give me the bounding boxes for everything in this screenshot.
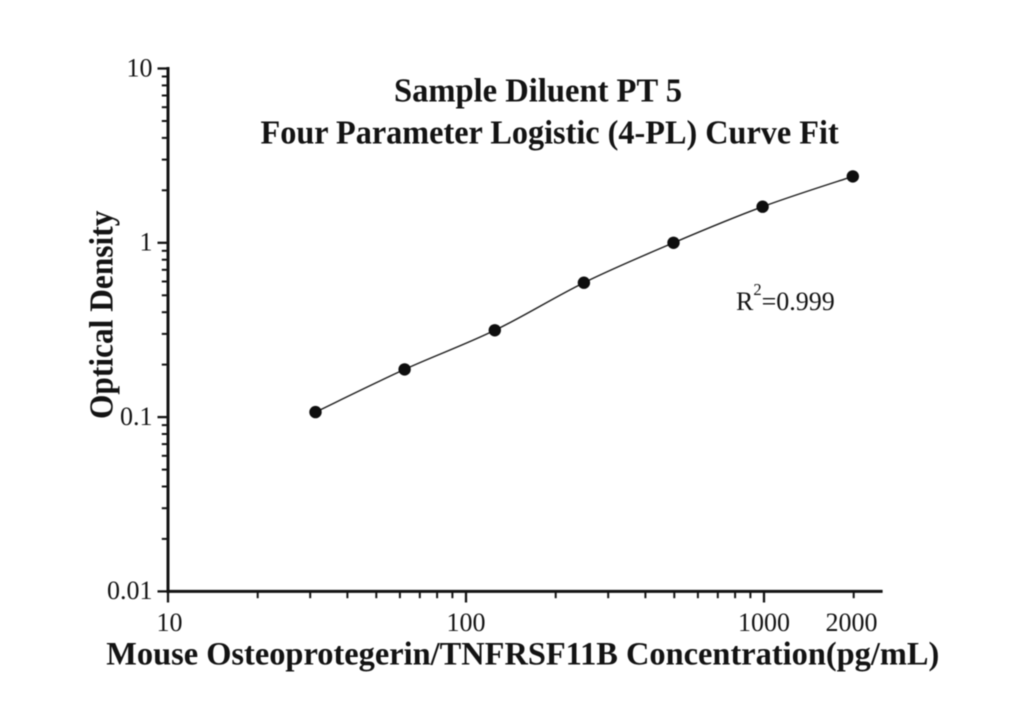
- svg-text:Mouse Osteoprotegerin/TNFRSF11: Mouse Osteoprotegerin/TNFRSF11B Concentr…: [106, 637, 939, 673]
- svg-text:Sample Diluent PT 5: Sample Diluent PT 5: [394, 72, 682, 109]
- svg-text:10: 10: [157, 608, 183, 637]
- svg-text:100: 100: [447, 608, 486, 637]
- svg-text:1000: 1000: [738, 608, 790, 637]
- svg-text:Optical Density: Optical Density: [84, 211, 121, 419]
- svg-text:2000: 2000: [826, 608, 878, 637]
- svg-text:0.1: 0.1: [120, 402, 153, 431]
- svg-text:0.01: 0.01: [107, 576, 153, 605]
- svg-text:Four Parameter Logistic (4-PL): Four Parameter Logistic (4-PL) Curve Fit: [261, 115, 840, 152]
- svg-text:10: 10: [127, 53, 153, 82]
- svg-text:1: 1: [140, 228, 153, 257]
